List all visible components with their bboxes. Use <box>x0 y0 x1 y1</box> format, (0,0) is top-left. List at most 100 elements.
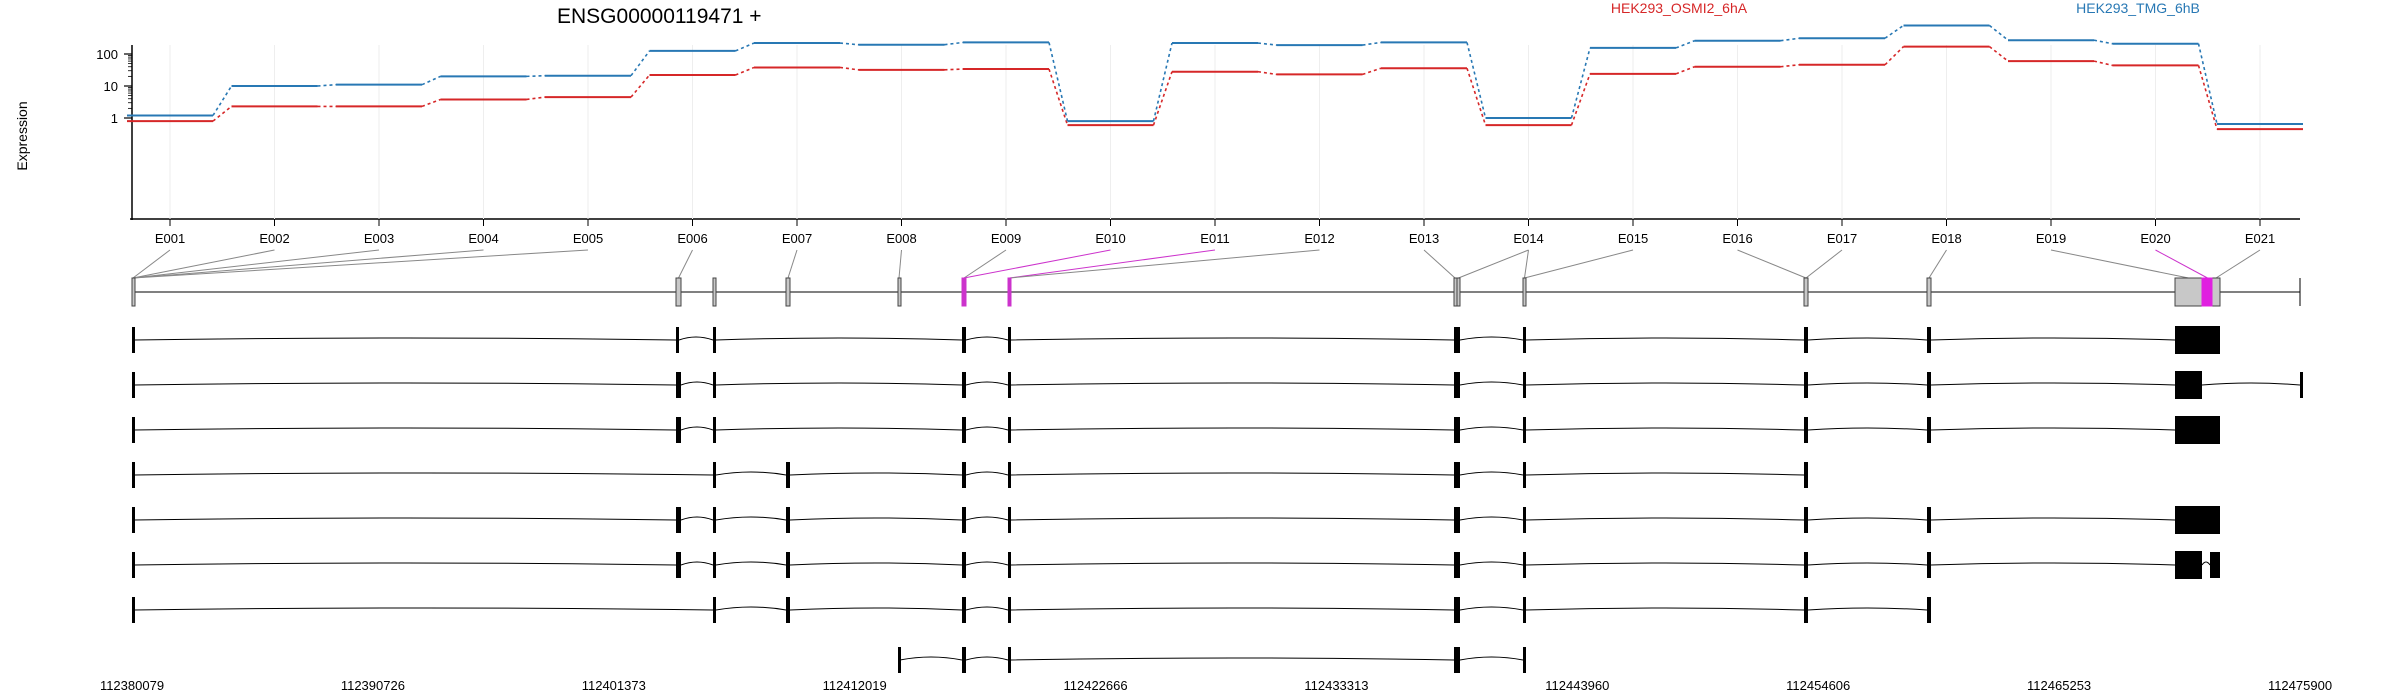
genomic-coordinate-label: 112422666 <box>1064 678 1128 693</box>
gene-model-exon <box>2174 277 2203 307</box>
genomic-coordinates: 112380079 112390726 112401373 112412019 1124… <box>100 678 2332 693</box>
gene-model-exon <box>1926 277 1932 307</box>
x-tick-label-e008: E008 <box>886 231 916 246</box>
series-1-connector <box>944 68 964 71</box>
intron <box>2201 561 2211 566</box>
transcript-exon <box>1008 552 1011 578</box>
transcript-exon <box>1454 647 1457 673</box>
intron <box>1807 337 1928 341</box>
transcript-exon <box>132 552 135 578</box>
intron <box>1010 657 1455 661</box>
intron <box>715 606 787 611</box>
series-2-connector <box>421 75 441 86</box>
transcript-exon <box>786 462 790 488</box>
y-axis-ticks: 1 10 100 <box>96 47 132 126</box>
intron <box>1525 517 1805 521</box>
exon-connector-line <box>898 249 902 279</box>
gene-model-exon <box>961 277 967 307</box>
transcript-exon <box>1927 372 1931 398</box>
x-tick-label-e011: E011 <box>1200 231 1229 246</box>
intron <box>680 381 714 386</box>
series-2-connector <box>1675 39 1695 49</box>
gene-model-exon <box>1456 277 1461 307</box>
transcript-exon <box>1454 552 1460 578</box>
series-1-connector <box>735 66 755 76</box>
gene-model-exon <box>131 277 136 307</box>
intron <box>1930 427 2176 431</box>
transcript-exon <box>1523 372 1526 398</box>
intron <box>965 471 1009 476</box>
x-tick-label-e001: E001 <box>155 231 185 246</box>
intron <box>1459 516 1524 521</box>
intron <box>715 471 787 476</box>
transcript-exon <box>1454 417 1460 443</box>
intron <box>1010 517 1455 521</box>
series-1-connector <box>421 98 441 108</box>
transcript-exon <box>132 327 135 353</box>
series-1-connector <box>1048 68 1069 126</box>
transcript-exon <box>1454 462 1460 488</box>
series-2-connector <box>630 50 651 77</box>
transcript-exon <box>1454 372 1460 398</box>
series-2-connector <box>2197 43 2218 125</box>
transcript-exon <box>1523 417 1526 443</box>
intron <box>965 426 1009 431</box>
gridlines <box>169 45 2261 219</box>
x-tick-label-e021: E021 <box>2245 231 2275 246</box>
transcript-exon <box>1457 647 1460 673</box>
x-tick-label-e020: E020 <box>2140 231 2170 246</box>
series-1-connector <box>839 66 859 71</box>
exon-connector-line <box>678 249 693 279</box>
x-tick-label-e014: E014 <box>1513 231 1543 246</box>
genomic-coordinate-label: 112475900 <box>2268 678 2332 693</box>
intron <box>1010 337 1455 341</box>
transcript-exon <box>713 417 716 443</box>
x-tick-label-e019: E019 <box>2036 231 2066 246</box>
x-tick-label-e004: E004 <box>468 231 498 246</box>
transcript-exon <box>962 417 966 443</box>
transcript-exon <box>132 507 135 533</box>
transcript-tracks <box>132 326 2303 673</box>
intron <box>715 337 963 341</box>
y-tick-label: 1 <box>111 111 118 126</box>
transcript-exon <box>1008 417 1011 443</box>
intron <box>1525 607 1805 611</box>
series-1-connector <box>2093 60 2113 67</box>
intron <box>789 607 963 611</box>
exon-connector-line <box>2155 249 2208 279</box>
x-tick-label-e005: E005 <box>573 231 603 246</box>
transcript-exon <box>1454 597 1460 623</box>
x-tick-label-e018: E018 <box>1931 231 1961 246</box>
intron <box>899 656 963 661</box>
intron <box>133 562 677 566</box>
genomic-coordinate-label: 112443960 <box>1545 678 1609 693</box>
transcript-exon <box>962 507 966 533</box>
y-tick-label: 100 <box>96 47 118 62</box>
intron <box>1525 427 1805 431</box>
series-2-connector <box>1780 37 1800 42</box>
transcript-exon <box>1927 597 1931 623</box>
intron <box>715 561 787 566</box>
gene-model-exon <box>1803 277 1809 307</box>
x-tick-label-e013: E013 <box>1409 231 1439 246</box>
intron <box>789 517 963 521</box>
series-2-connector <box>1466 42 1487 119</box>
transcript-exon <box>1523 597 1526 623</box>
transcript-exon <box>713 327 716 353</box>
intron <box>1525 562 1805 566</box>
exon-connector-line <box>1737 249 1807 279</box>
transcript-6 <box>132 551 2220 579</box>
transcript-8 <box>898 647 1526 673</box>
series-1-connector <box>1989 45 2009 62</box>
transcript-exon <box>2210 552 2220 578</box>
exon-connector-line <box>2215 249 2261 279</box>
genomic-coordinate-label: 112401373 <box>582 678 646 693</box>
series-2-connector <box>1989 24 2009 41</box>
transcript-exon <box>1523 647 1526 673</box>
intron <box>1010 562 1455 566</box>
transcript-exon <box>713 462 716 488</box>
transcript-exon <box>898 647 901 673</box>
x-tick-label-e002: E002 <box>259 231 289 246</box>
genomic-coordinate-label: 112433313 <box>1304 678 1368 693</box>
series-2-connector <box>1362 41 1382 46</box>
